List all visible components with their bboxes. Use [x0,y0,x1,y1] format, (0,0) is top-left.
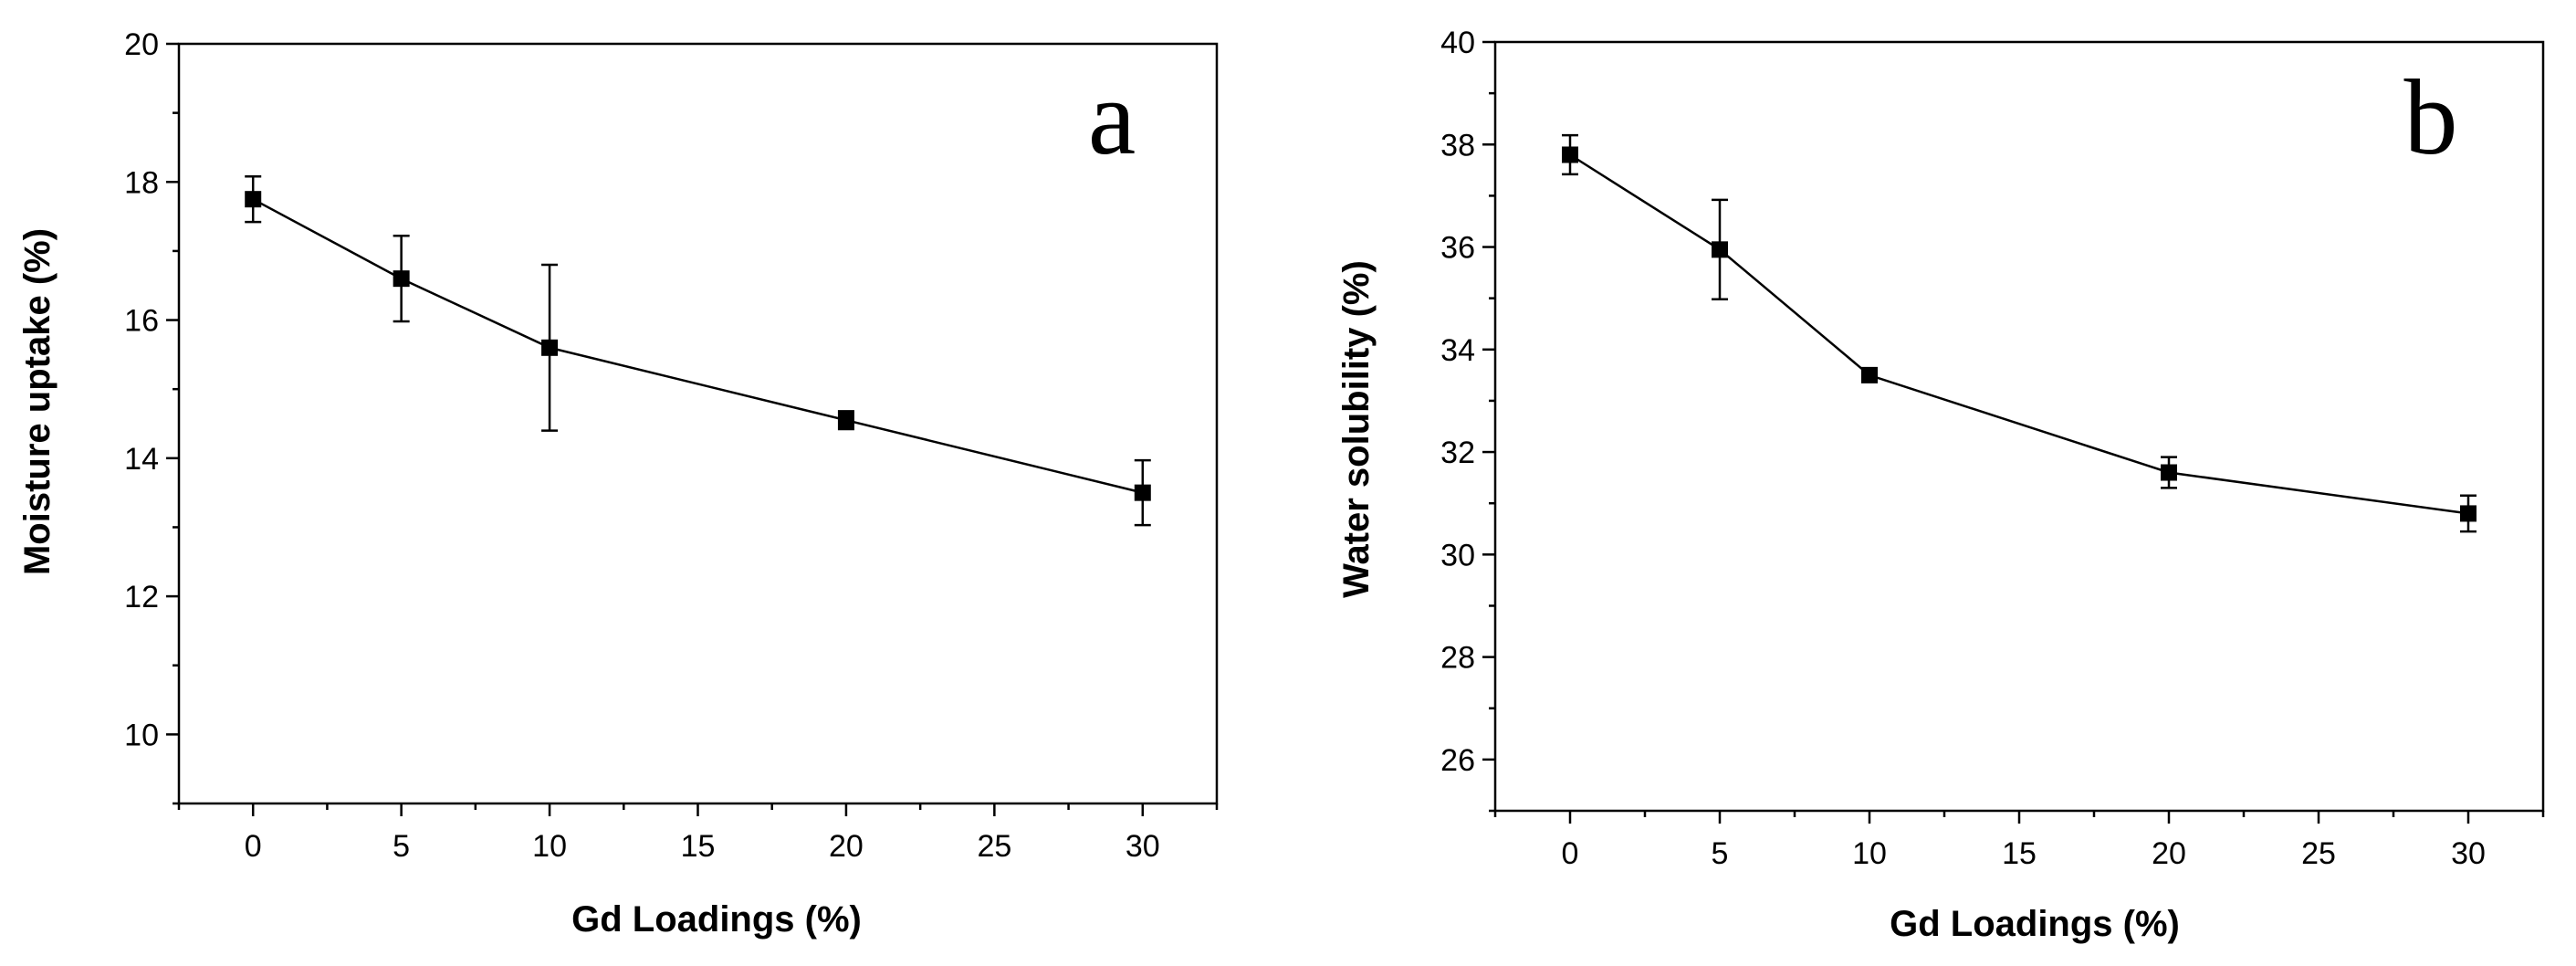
y-tick-label: 38 [1440,128,1475,163]
y-tick-label: 36 [1440,231,1475,266]
data-point [1134,484,1151,501]
x-tick-label: 10 [532,829,567,864]
y-axis-title-b: Water solubility (%) [1336,260,1377,598]
data-point [2460,505,2477,522]
series-line [1569,153,2469,515]
x-tick-label: 5 [1712,836,1729,871]
x-tick-label: 5 [393,829,410,864]
data-point [393,270,410,288]
data-point [2161,464,2177,481]
y-tick-label: 18 [124,165,159,200]
y-tick-label: 34 [1440,333,1475,368]
x-tick-label: 0 [245,829,262,864]
y-tick-label: 14 [124,442,159,477]
panel-label-b: b [2404,58,2458,177]
data-point [541,339,559,356]
y-tick-label: 10 [124,718,159,752]
x-tick-label: 25 [977,829,1011,864]
y-tick-label: 28 [1440,641,1475,676]
data-point [1861,366,1878,383]
y-tick-label: 32 [1440,436,1475,470]
x-axis-title-a: Gd Loadings (%) [571,899,862,940]
y-axis-title-a: Moisture uptake (%) [17,228,58,575]
x-tick-label: 15 [681,829,716,864]
data-point [1562,146,1578,163]
x-tick-label: 20 [2152,836,2186,871]
x-tick-label: 20 [829,829,864,864]
x-tick-label: 10 [1852,836,1887,871]
plot-frame [1493,40,2545,813]
panel-label-a: a [1088,58,1136,177]
series-line [252,198,1144,494]
x-tick-label: 25 [2301,836,2336,871]
data-point [1712,241,1728,258]
data-point [245,191,262,208]
x-tick-label: 0 [1562,836,1579,871]
y-tick-label: 12 [124,580,159,614]
chart-panel-b: b Gd Loadings (%) Water solubility (%) 0… [1336,26,2545,944]
y-tick-label: 26 [1440,743,1475,778]
x-tick-label: 30 [1126,829,1160,864]
chart-panel-a: a Gd Loadings (%) Moisture uptake (%) 0 5… [17,27,1219,940]
x-axis-title-b: Gd Loadings (%) [1890,904,2180,944]
data-point [837,412,854,429]
y-tick-label: 40 [1440,26,1475,60]
y-tick-label: 20 [124,27,159,62]
y-tick-label: 16 [124,304,159,339]
y-tick-label: 30 [1440,538,1475,572]
plot-frame [177,42,1219,805]
x-tick-label: 15 [2002,836,2037,871]
x-tick-label: 30 [2451,836,2486,871]
